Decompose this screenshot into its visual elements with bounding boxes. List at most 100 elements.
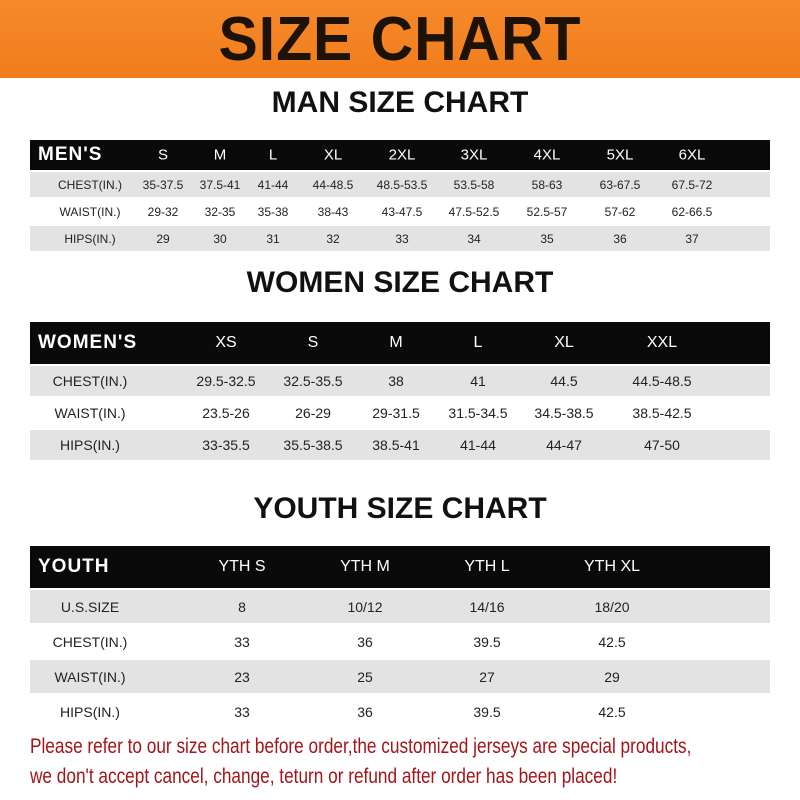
table-cell: 36 bbox=[613, 231, 627, 246]
size-header: S bbox=[307, 334, 319, 351]
table-cell: 18/20 bbox=[594, 598, 630, 615]
table-row: WAIST(IN.) 23 25 27 29 bbox=[30, 660, 770, 693]
table-header: WOMEN'S XS S M L XL XXL bbox=[30, 322, 770, 364]
table-row: WAIST(IN.) 23.5-26 26-29 29-31.5 31.5-34.5 34… bbox=[30, 398, 770, 428]
table-cell: 25 bbox=[357, 668, 373, 685]
table-cell: 38-43 bbox=[317, 204, 349, 219]
table-cell: 29.5-32.5 bbox=[196, 373, 256, 389]
row-label: CHEST(IN.) bbox=[52, 373, 128, 389]
size-header: XS bbox=[215, 334, 237, 351]
size-header: 2XL bbox=[388, 146, 416, 164]
row-label: WAIST(IN.) bbox=[59, 204, 121, 219]
table-cell: 38.5-42.5 bbox=[632, 405, 692, 421]
size-table: MEN'S S M L XL 2XL 3XL 4XL 5XL 6XL CHEST(IN.) 35-37… bbox=[30, 140, 770, 251]
size-table: YOUTH YTH S YTH M YTH L YTH XL U.S.SIZE 8 10/12… bbox=[30, 546, 770, 728]
table-cell: 37 bbox=[685, 231, 699, 246]
banner: SIZE CHART bbox=[0, 0, 800, 78]
table-cell: 44-47 bbox=[546, 437, 582, 453]
size-header: XXL bbox=[646, 334, 678, 351]
table-cell: 8 bbox=[238, 598, 246, 615]
table-cell: 41 bbox=[470, 373, 486, 389]
size-header: YTH M bbox=[340, 558, 390, 575]
table-cell: 36 bbox=[357, 703, 373, 720]
table-cell: 29 bbox=[156, 231, 170, 246]
table-cell: 31.5-34.5 bbox=[448, 405, 508, 421]
table-cell: 35-37.5 bbox=[142, 177, 184, 192]
table-cell: 67.5-72 bbox=[671, 177, 713, 192]
table-row: CHEST(IN.) 29.5-32.5 32.5-35.5 38 41 44.5 44.5… bbox=[30, 366, 770, 396]
table-cell: 62-66.5 bbox=[671, 204, 713, 219]
notice-line-1: Please refer to our size chart before or… bbox=[30, 735, 692, 758]
table-row: CHEST(IN.) 33 36 39.5 42.5 bbox=[30, 625, 770, 658]
table-cell: 44-48.5 bbox=[312, 177, 354, 192]
row-label: U.S.SIZE bbox=[60, 598, 120, 615]
size-header: XL bbox=[554, 334, 574, 351]
table-cell: 52.5-57 bbox=[526, 204, 568, 219]
table-cell: 35-38 bbox=[257, 204, 289, 219]
notice-line-2: we don't accept cancel, change, teturn o… bbox=[30, 765, 618, 788]
table-cell: 33-35.5 bbox=[202, 437, 250, 453]
table-cell: 39.5 bbox=[473, 633, 501, 650]
size-header: XL bbox=[323, 146, 343, 164]
table-cell: 23.5-26 bbox=[202, 405, 250, 421]
table-cell: 44.5 bbox=[550, 373, 578, 389]
row-label: CHEST(IN.) bbox=[58, 177, 122, 192]
header-label: YOUTH bbox=[38, 556, 110, 577]
table-cell: 47-50 bbox=[644, 437, 680, 453]
table-cell: 32-35 bbox=[204, 204, 236, 219]
table-cell: 42.5 bbox=[598, 703, 626, 720]
table-cell: 34 bbox=[467, 231, 481, 246]
table-cell: 26-29 bbox=[295, 405, 331, 421]
table-cell: 37.5-41 bbox=[199, 177, 241, 192]
table-cell: 29-31.5 bbox=[372, 405, 420, 421]
table-cell: 10/12 bbox=[347, 598, 383, 615]
table-cell: 32 bbox=[326, 231, 340, 246]
table-cell: 53.5-58 bbox=[453, 177, 495, 192]
table-cell: 47.5-52.5 bbox=[448, 204, 500, 219]
size-header: YTH L bbox=[464, 558, 510, 575]
table-title: WOMEN SIZE CHART bbox=[246, 266, 554, 299]
size-table: WOMEN'S XS S M L XL XXL CHEST(IN.) 29.5-32.5 32.5… bbox=[30, 322, 770, 460]
size-header: M bbox=[389, 334, 403, 351]
table-cell: 36 bbox=[357, 633, 373, 650]
size-header: L bbox=[473, 334, 483, 351]
row-label: HIPS(IN.) bbox=[64, 231, 116, 246]
table-row: WAIST(IN.) 29-32 32-35 35-38 38-43 43-47.5 47.… bbox=[30, 199, 770, 224]
table-cell: 29-32 bbox=[147, 204, 179, 219]
table-cell: 48.5-53.5 bbox=[376, 177, 428, 192]
table-title: MAN SIZE CHART bbox=[271, 86, 529, 119]
table-cell: 34.5-38.5 bbox=[534, 405, 594, 421]
table-cell: 30 bbox=[213, 231, 227, 246]
table-cell: 29 bbox=[604, 668, 620, 685]
table-cell: 23 bbox=[234, 668, 250, 685]
table-title: YOUTH SIZE CHART bbox=[253, 492, 547, 525]
table-cell: 63-67.5 bbox=[599, 177, 641, 192]
size-header: 4XL bbox=[533, 146, 561, 164]
table-cell: 39.5 bbox=[473, 703, 501, 720]
size-header: 3XL bbox=[460, 146, 488, 164]
row-label: WAIST(IN.) bbox=[54, 405, 126, 421]
table-cell: 35 bbox=[540, 231, 554, 246]
table-cell: 32.5-35.5 bbox=[283, 373, 343, 389]
table-cell: 43-47.5 bbox=[381, 204, 423, 219]
table-row: U.S.SIZE 8 10/12 14/16 18/20 bbox=[30, 590, 770, 623]
table-cell: 58-63 bbox=[531, 177, 563, 192]
table-cell: 14/16 bbox=[469, 598, 505, 615]
table-header: MEN'S S M L XL 2XL 3XL 4XL 5XL 6XL bbox=[30, 140, 770, 170]
row-label: CHEST(IN.) bbox=[52, 633, 128, 650]
header-label: MEN'S bbox=[38, 144, 103, 165]
row-label: WAIST(IN.) bbox=[54, 668, 126, 685]
table-header: YOUTH YTH S YTH M YTH L YTH XL bbox=[30, 546, 770, 588]
table-cell: 27 bbox=[479, 668, 495, 685]
table-cell: 35.5-38.5 bbox=[283, 437, 343, 453]
row-label: HIPS(IN.) bbox=[60, 437, 120, 453]
table-cell: 44.5-48.5 bbox=[632, 373, 692, 389]
table-cell: 33 bbox=[234, 633, 250, 650]
table-row: HIPS(IN.) 33-35.5 35.5-38.5 38.5-41 41-44 44-… bbox=[30, 430, 770, 460]
banner-title: SIZE CHART bbox=[218, 4, 582, 74]
size-header: 5XL bbox=[606, 146, 634, 164]
row-label: HIPS(IN.) bbox=[60, 703, 120, 720]
size-header: YTH S bbox=[218, 558, 266, 575]
table-cell: 41-44 bbox=[460, 437, 496, 453]
table-cell: 31 bbox=[266, 231, 280, 246]
